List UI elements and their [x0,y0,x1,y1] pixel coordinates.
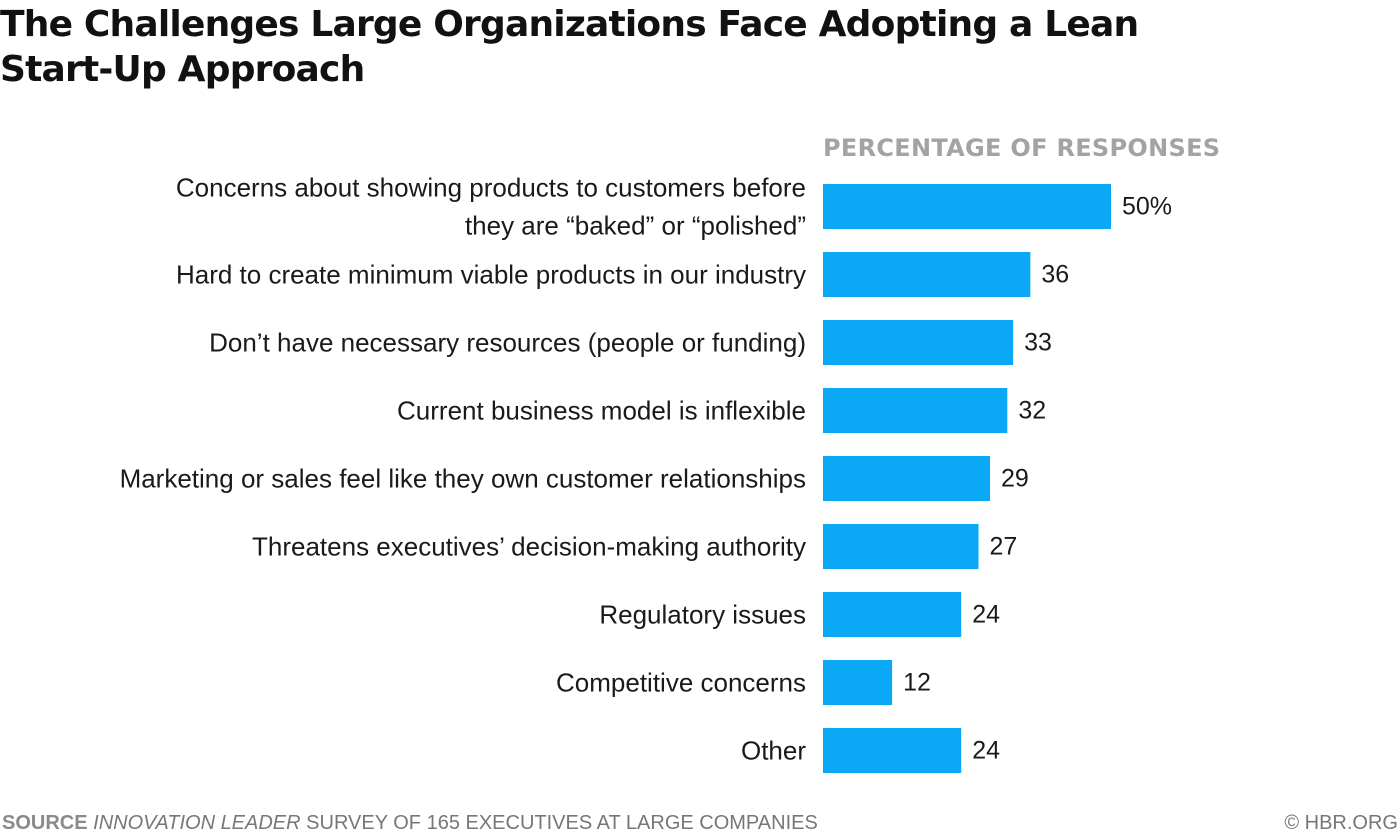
bar [823,592,962,637]
bar [823,388,1008,433]
value-label: 29 [1001,465,1029,493]
bar [823,728,962,773]
category-label: Other [741,736,806,766]
bar [823,184,1111,229]
value-label: 36 [1041,261,1069,289]
category-label: Threatens executives’ decision-making au… [252,532,806,562]
credit: © HBR.ORG [1284,812,1398,834]
category-label: they are “baked” or “polished” [465,211,806,241]
bar [823,320,1014,365]
source-publication: INNOVATION LEADER [93,812,301,834]
value-label: 50% [1122,193,1172,221]
category-label: Marketing or sales feel like they own cu… [120,464,806,494]
category-label: Concerns about showing products to custo… [176,173,806,203]
value-label: 24 [972,601,1000,629]
chart-title: The Challenges Large Organizations Face … [0,4,1139,90]
value-label: 12 [903,669,931,697]
axis-title: PERCENTAGE OF RESPONSES [823,134,1221,162]
category-label: Hard to create minimum viable products i… [176,260,806,290]
bar [823,252,1031,297]
bar [823,524,979,569]
value-label: 32 [1018,397,1046,425]
source-text: SURVEY OF 165 EXECUTIVES AT LARGE COMPAN… [306,812,818,834]
value-label: 27 [990,533,1018,561]
bar [823,660,893,705]
source-note: SOURCE INNOVATION LEADER SURVEY OF 165 E… [2,812,818,835]
category-label: Competitive concerns [556,668,806,698]
value-label: 24 [972,737,1000,765]
bar [823,456,991,501]
category-label: Don’t have necessary resources (people o… [209,328,806,358]
category-label: Current business model is inflexible [397,396,806,426]
value-label: 33 [1024,329,1052,357]
source-label: SOURCE [2,812,88,834]
category-label: Regulatory issues [599,600,806,630]
